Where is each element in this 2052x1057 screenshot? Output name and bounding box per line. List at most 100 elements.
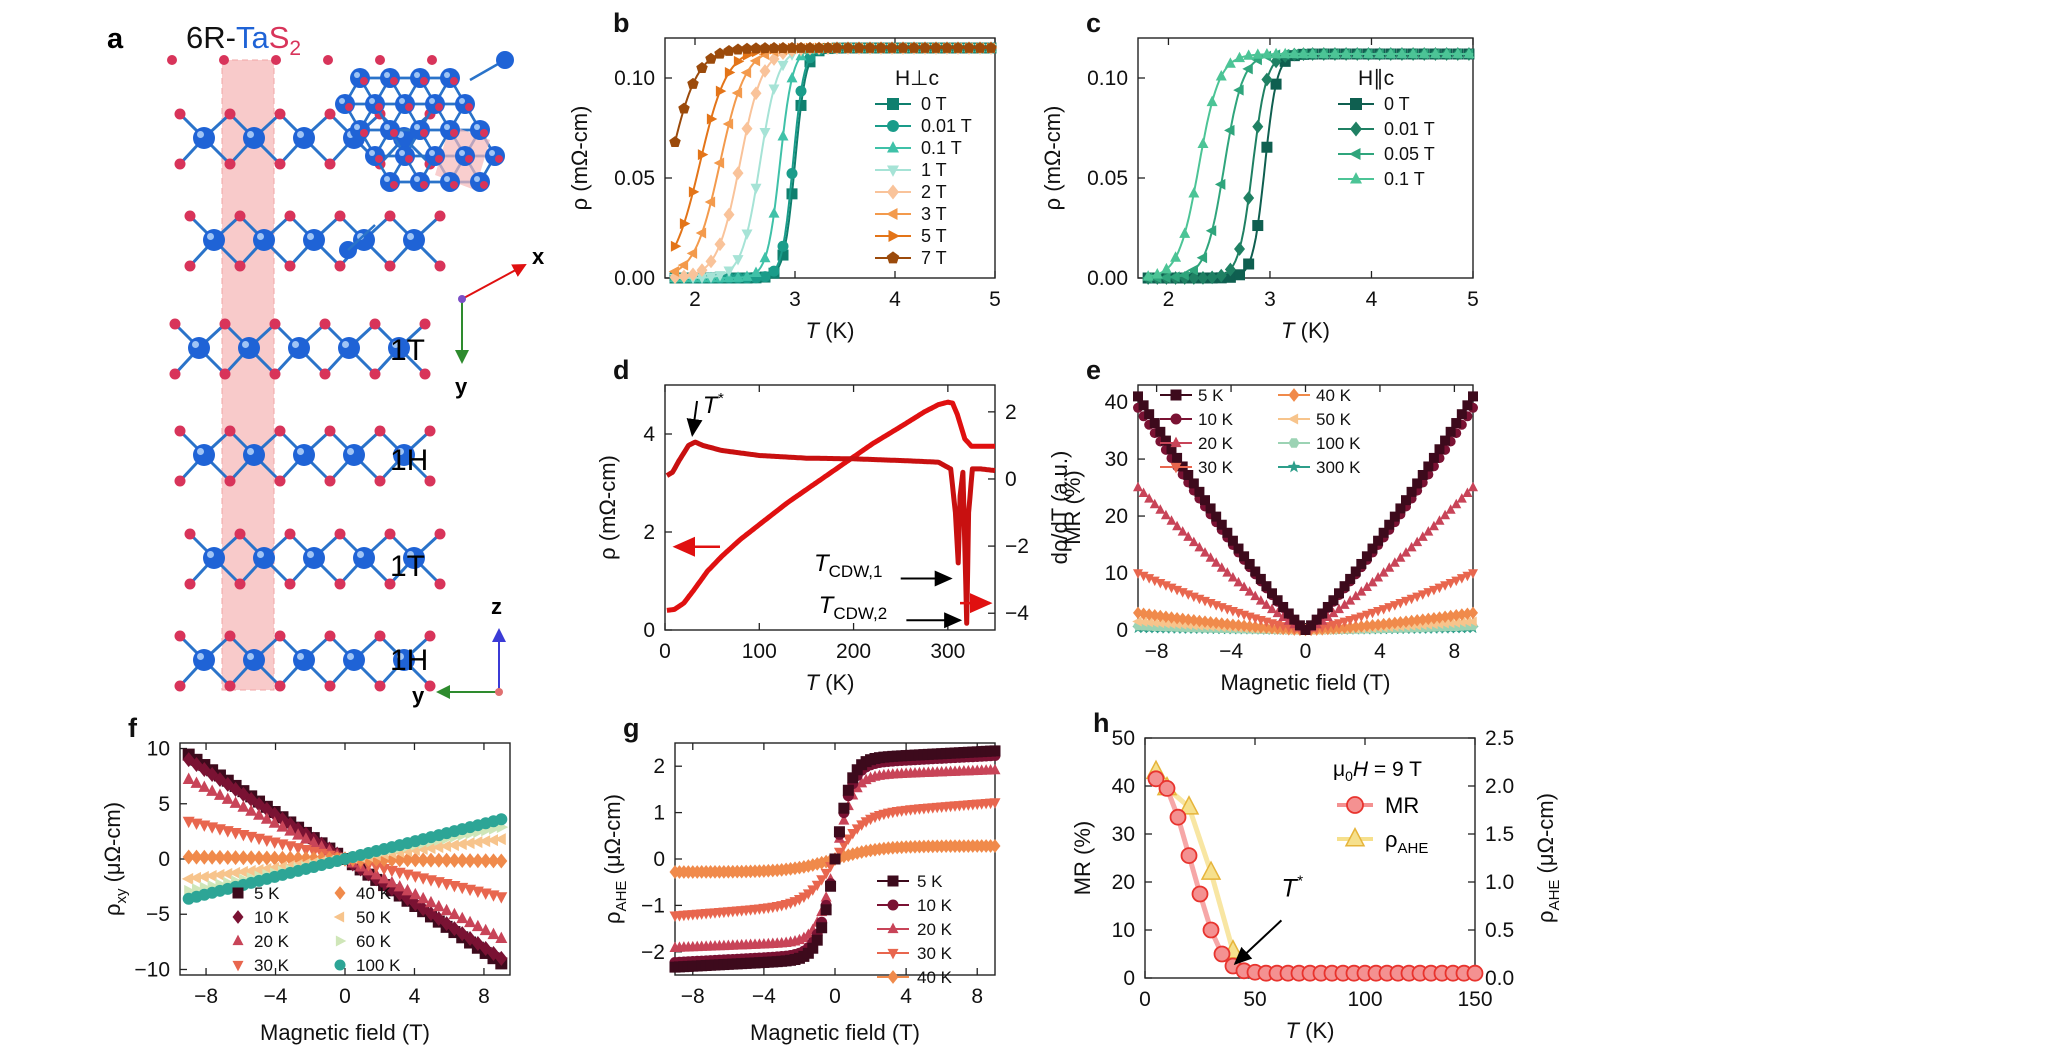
data-point	[822, 41, 834, 53]
data-point	[724, 67, 736, 79]
layer-label-4: 1H	[390, 644, 428, 677]
data-point	[1451, 576, 1462, 587]
atom-highlight	[307, 551, 314, 558]
y-tick-label: 0	[643, 619, 655, 642]
legend-marker	[1170, 413, 1182, 425]
top-view-lattice	[335, 51, 514, 259]
atom-highlight	[369, 98, 375, 105]
atom-highlight	[247, 448, 254, 455]
data-point	[786, 168, 798, 180]
legend-marker	[232, 887, 244, 899]
x-tick-label: 0	[659, 640, 671, 663]
atom-highlight	[384, 124, 390, 130]
data-point	[1270, 47, 1282, 59]
data-point	[1187, 264, 1198, 276]
data-point	[1367, 619, 1378, 632]
layer-4	[174, 425, 436, 487]
y-tick-label: 0	[158, 848, 170, 871]
data-point	[1468, 606, 1478, 620]
tantalum-atom	[243, 444, 265, 466]
data-point	[1183, 531, 1194, 541]
y-tick-label: 0.05	[1087, 167, 1128, 190]
data-point	[1222, 527, 1233, 538]
annotation-tcdw1: TCDW,1	[814, 550, 883, 581]
data-point	[1272, 607, 1283, 618]
data-point	[1255, 621, 1266, 634]
sulfur-atom	[434, 260, 446, 272]
data-point	[804, 41, 816, 53]
tantalum-atom	[440, 171, 460, 192]
data-point	[181, 872, 194, 885]
data-point	[842, 784, 854, 796]
sulfur-atom	[384, 578, 396, 590]
data-point	[1252, 119, 1264, 134]
data-point	[705, 272, 717, 284]
data-point	[1374, 47, 1386, 59]
data-point	[1456, 493, 1467, 503]
data-point	[1144, 409, 1155, 420]
data-point	[696, 273, 708, 284]
sulfur-atom	[219, 368, 231, 380]
annotation-tstar-sup: *	[717, 390, 724, 407]
data-point	[1255, 595, 1266, 605]
sulfur-atom	[274, 630, 286, 642]
data-point	[1233, 576, 1244, 587]
data-point	[842, 41, 854, 53]
atom-highlight	[207, 233, 214, 240]
data-point	[1132, 616, 1142, 627]
atom-highlight	[414, 124, 420, 130]
data-point	[197, 870, 209, 883]
title-prefix: 6R-	[186, 20, 236, 55]
data-point	[759, 251, 771, 263]
data-point	[1288, 47, 1300, 59]
y2-tick-label: 0	[1005, 468, 1017, 491]
sulfur-atom	[274, 425, 286, 437]
annotation-tcdw1-sub: CDW,1	[829, 562, 883, 581]
atom-highlight	[474, 124, 480, 130]
layer-6	[174, 630, 436, 692]
data-point	[985, 41, 997, 53]
data-point	[678, 102, 690, 114]
sulfur-atom	[174, 630, 186, 642]
data-point	[378, 871, 391, 884]
sulfur-atom	[465, 103, 473, 112]
series-20K	[182, 772, 508, 944]
chart-f: −8 −4 0 4 8 −10 −5 0 5 10 f Magnetic field (T) ρxy (…	[100, 713, 511, 1045]
y-axis-label-main: MR (%)	[1060, 470, 1085, 545]
data-point	[813, 41, 825, 53]
data-point	[1133, 569, 1143, 579]
data-point	[706, 113, 718, 125]
series-0T	[1142, 48, 1475, 284]
data-point	[714, 47, 726, 59]
legend-label: 60 K	[356, 932, 392, 951]
data-point	[768, 84, 780, 95]
sulfur-atom	[224, 680, 236, 692]
data-point	[1200, 860, 1222, 880]
data-point	[1178, 269, 1189, 281]
data-point	[198, 849, 211, 865]
data-point	[229, 850, 242, 866]
tantalum-atom	[440, 120, 460, 140]
atom-highlight	[297, 448, 304, 455]
data-point	[1255, 573, 1266, 584]
data-point	[417, 891, 430, 904]
data-point	[1211, 511, 1222, 522]
data-point	[221, 792, 234, 804]
data-point	[1194, 541, 1205, 552]
data-point	[1318, 47, 1330, 59]
data-point	[245, 791, 258, 807]
data-point	[1188, 187, 1200, 198]
data-point	[1451, 418, 1462, 429]
data-point	[1329, 47, 1341, 59]
data-point	[1423, 612, 1434, 626]
data-point	[1429, 47, 1441, 59]
data-point	[1289, 614, 1300, 625]
y-tick-label: 20	[1105, 505, 1128, 528]
y-axis-label-sub: AHE	[613, 881, 630, 912]
data-point	[759, 64, 771, 78]
sulfur-atom	[420, 77, 428, 86]
sulfur-atom	[324, 630, 336, 642]
data-point	[1244, 620, 1255, 633]
data-point	[1147, 770, 1165, 788]
annotation-tstar-arrow	[1233, 919, 1283, 965]
